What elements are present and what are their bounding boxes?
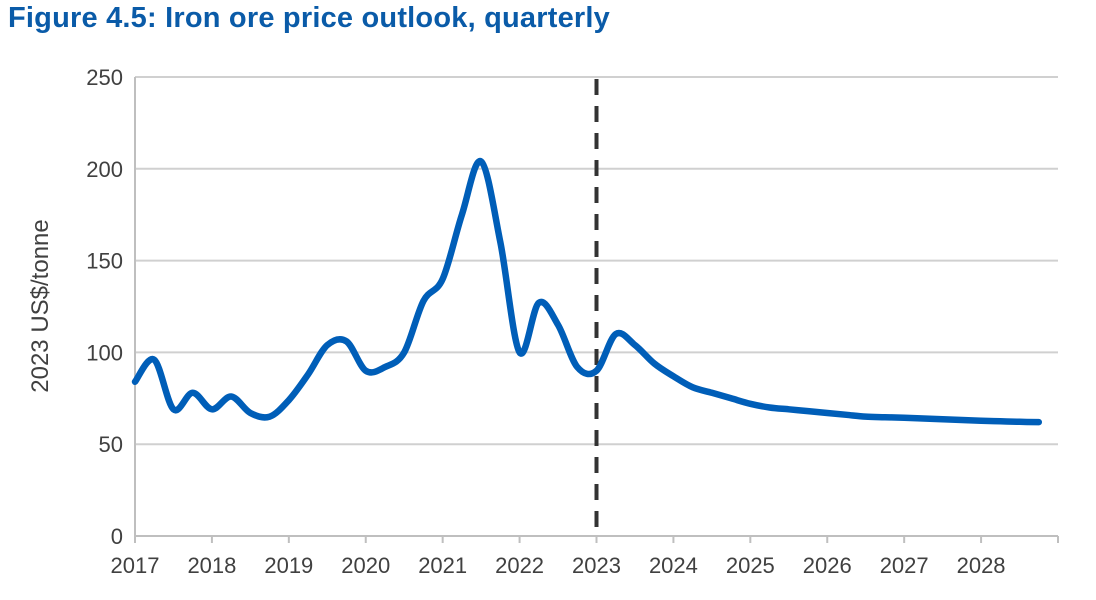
x-tick-label: 2018	[187, 553, 236, 578]
y-axis-label: 2023 US$/tonne	[27, 219, 54, 392]
x-tick-label: 2017	[111, 553, 160, 578]
y-tick-label: 250	[86, 65, 123, 90]
x-tick-label: 2028	[957, 553, 1006, 578]
x-tick-label: 2022	[495, 553, 544, 578]
x-tick-label: 2026	[803, 553, 852, 578]
x-tick-label: 2025	[726, 553, 775, 578]
y-tick-label: 100	[86, 340, 123, 365]
price-series-line	[131, 158, 1043, 426]
x-tick-label: 2024	[649, 553, 698, 578]
x-tick-label: 2027	[880, 553, 929, 578]
y-tick-label: 150	[86, 249, 123, 274]
x-tick-label: 2021	[418, 553, 467, 578]
y-tick-label: 0	[111, 524, 123, 549]
x-tick-label: 2019	[264, 553, 313, 578]
chart-title: Figure 4.5: Iron ore price outlook, quar…	[8, 2, 610, 34]
y-tick-label: 50	[99, 432, 123, 457]
y-tick-label: 200	[86, 157, 123, 182]
x-tick-label: 2020	[341, 553, 390, 578]
x-tick-label: 2023	[572, 553, 621, 578]
